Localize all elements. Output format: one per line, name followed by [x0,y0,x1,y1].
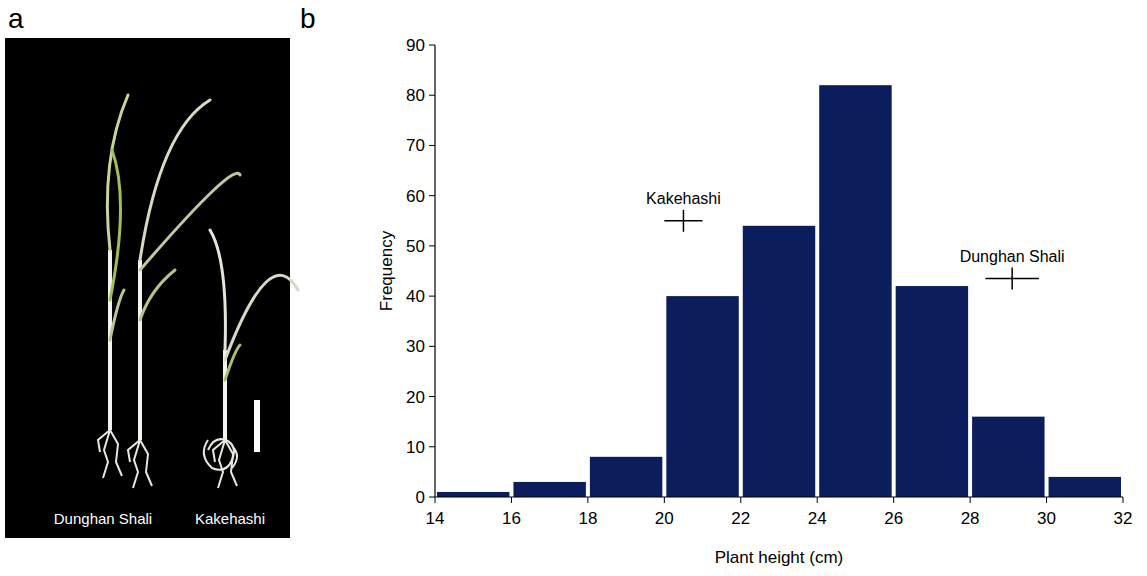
y-tick-label: 70 [406,136,425,155]
x-tick [511,497,512,503]
photo-label: Dunghan Shali [54,510,152,527]
leaf [225,275,298,360]
x-tick [1046,497,1047,503]
photo-label: Kakehashi [195,510,265,527]
y-tick [429,95,435,96]
y-tick-label: 20 [406,388,425,407]
annotations: Kakehashi Dunghan Shali [646,190,1065,290]
x-tick-label: 16 [502,509,521,528]
leaf [140,100,210,260]
leaf [210,230,225,350]
y-tick-label: 90 [406,36,425,55]
leaf [140,173,240,270]
x-tick-label: 30 [1037,509,1056,528]
figure: a Dunghan Shali Kakehashi b 0 10 20 30 40 50 60 70 8… [0,0,1147,576]
x-tick-label: 18 [578,509,597,528]
x-tick-label: 20 [655,509,674,528]
histogram-bar [437,492,509,497]
y-tick-label: 60 [406,187,425,206]
leaf [110,290,124,340]
x-tick-label: 26 [884,509,903,528]
photo-background [5,38,290,538]
histogram-bar [896,286,968,497]
leaf [225,345,240,380]
y-tick-label: 80 [406,86,425,105]
leaf [110,150,121,300]
leaf [140,270,175,320]
y-tick-label: 0 [416,488,425,507]
y-tick-label: 30 [406,337,425,356]
stem [138,260,142,440]
y-tick [429,195,435,196]
x-tick-label: 14 [426,509,445,528]
annotation-label: Dunghan Shali [960,248,1065,265]
y-tick-label: 10 [406,438,425,457]
stem [223,350,227,440]
x-tick [1123,497,1124,503]
y-tick [429,497,435,498]
y-tick [429,45,435,46]
bars [437,85,1121,497]
y-tick [429,145,435,146]
histogram-bar [666,296,738,497]
x-tick-label: 28 [961,509,980,528]
x-tick [435,497,436,503]
y-tick [429,245,435,246]
x-tick [664,497,665,503]
y-tick [429,446,435,447]
x-tick [740,497,741,503]
y-tick [429,396,435,397]
y-tick-label: 40 [406,287,425,306]
x-tick-label: 32 [1114,509,1133,528]
histogram-bar [513,482,585,497]
photo-panel: Dunghan Shali Kakehashi [5,38,298,538]
y-axis [434,45,435,497]
x-tick [817,497,818,503]
x-axis [435,496,1123,497]
histogram-bar [972,417,1044,497]
y-tick [429,296,435,297]
parent-mean-marker [1011,268,1013,290]
histogram-bar [819,85,891,497]
x-axis-title: Plant height (cm) [715,548,844,567]
y-tick [429,346,435,347]
x-tick [970,497,971,503]
roots [98,430,122,478]
parent-mean-marker [683,210,685,232]
x-tick [587,497,588,503]
scale-bar [254,400,260,452]
x-tick-label: 22 [731,509,750,528]
histogram-bar [743,226,815,497]
panel-letter: b [300,3,316,34]
roots [128,440,152,488]
histogram-bar [590,457,662,497]
roots [204,439,237,470]
x-tick [893,497,894,503]
x-tick-label: 24 [808,509,827,528]
panel-letter: a [8,3,24,34]
histogram-bar [1049,477,1121,497]
y-tick-label: 50 [406,237,425,256]
annotation-label: Kakehashi [646,190,721,207]
y-axis-title: Frequency [377,230,396,311]
